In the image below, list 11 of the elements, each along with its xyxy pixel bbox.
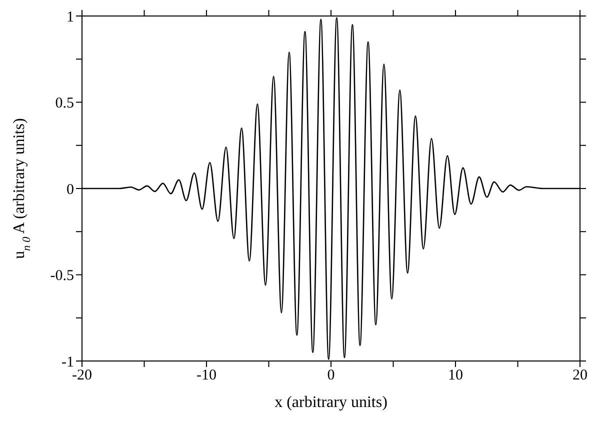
x-axis-title: x (arbitrary units) (274, 394, 388, 411)
y-tick-label: 0.5 (55, 96, 74, 112)
y-tick-label: -1 (62, 354, 74, 370)
x-tick-label: -20 (72, 368, 92, 384)
x-tick-label: 20 (572, 368, 588, 384)
x-tick-label: 0 (327, 368, 335, 384)
x-tick-label: -10 (196, 368, 216, 384)
x-tick-label: 10 (448, 368, 463, 384)
y-tick-label: -0.5 (50, 268, 74, 284)
y-tick-label: 0 (66, 182, 74, 198)
y-tick-label: 1 (66, 9, 74, 26)
